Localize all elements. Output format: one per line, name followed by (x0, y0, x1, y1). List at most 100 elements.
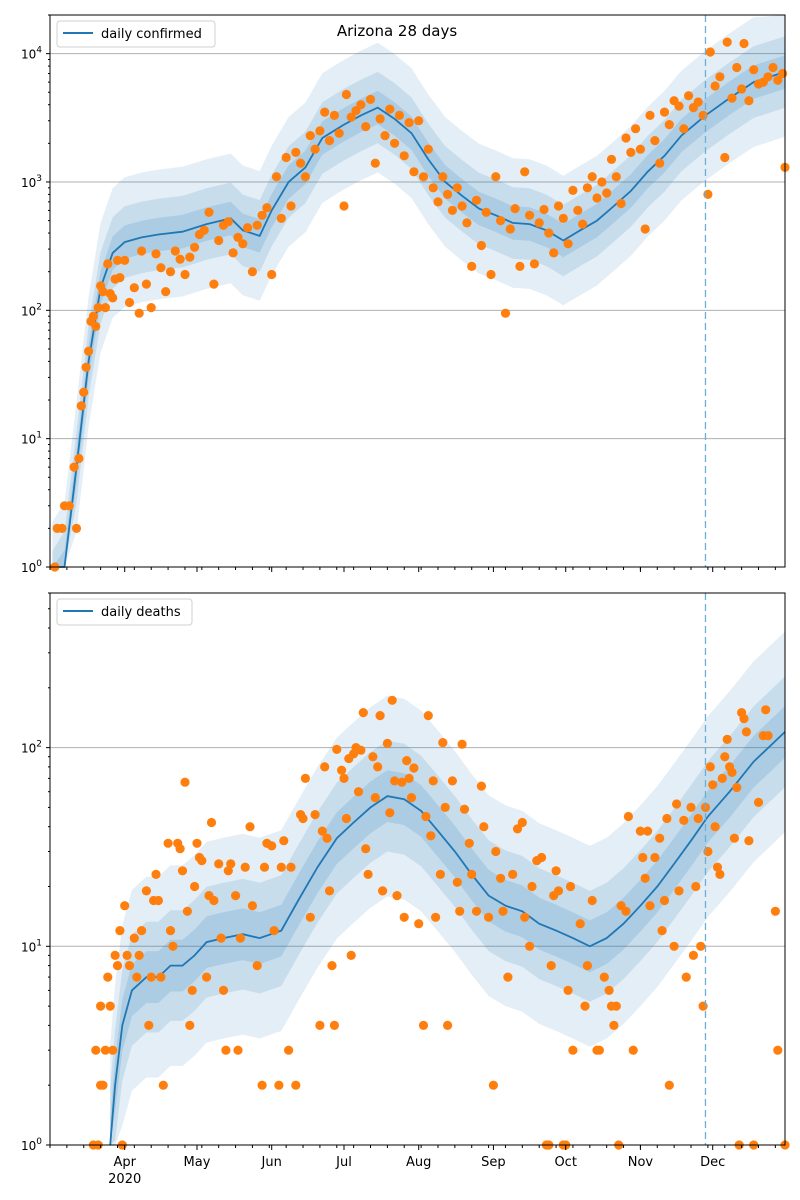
observed-point (370, 793, 380, 803)
observed-point (192, 838, 202, 848)
observed-point (329, 1020, 339, 1030)
observed-point (365, 94, 376, 104)
observed-point (520, 167, 530, 177)
observed-point (247, 901, 257, 911)
observed-point (696, 941, 706, 951)
observed-point (729, 833, 740, 843)
observed-point (606, 154, 617, 164)
observed-point (390, 138, 400, 148)
observed-point (467, 261, 477, 271)
observed-point (129, 283, 139, 293)
observed-point (418, 172, 429, 182)
observed-point (337, 765, 347, 775)
observed-point (310, 810, 320, 820)
observed-point (500, 308, 511, 318)
observed-point (510, 204, 520, 214)
observed-point (640, 224, 650, 234)
observed-point (672, 799, 682, 809)
observed-point (156, 972, 166, 982)
observed-point (563, 239, 573, 249)
observed-point (259, 862, 270, 872)
deaths-x-ticks: Apr 2020 May Jun Jul Aug Sep Oct Nov Dec (49, 1145, 776, 1187)
confirmed-x-ticks (49, 567, 776, 572)
deaths-model-line (109, 731, 786, 1146)
figure-title: Arizona 28 days (337, 22, 458, 40)
observed-point (146, 303, 156, 313)
observed-point (329, 110, 339, 120)
observed-point (190, 881, 200, 892)
observed-point (124, 297, 135, 308)
observed-point (546, 961, 556, 971)
observed-point (471, 195, 482, 205)
observed-point (573, 205, 583, 215)
observed-point (720, 752, 730, 762)
observed-point (315, 1020, 325, 1030)
observed-point (353, 787, 364, 797)
observed-point (421, 811, 431, 822)
observed-point (165, 926, 176, 936)
observed-point (231, 891, 241, 901)
observed-point (464, 838, 474, 848)
observed-point (563, 985, 573, 996)
observed-point (332, 744, 342, 755)
observed-point (64, 501, 74, 511)
observed-point (527, 881, 537, 892)
observed-point (587, 172, 597, 182)
observed-point (640, 873, 650, 883)
observed-point (650, 852, 660, 863)
observed-point (471, 906, 482, 916)
observed-point (732, 782, 742, 793)
confirmed-legend-box (56, 20, 216, 48)
observed-point (761, 705, 771, 715)
observed-point (134, 950, 144, 961)
observed-point (753, 797, 764, 808)
uncertainty-band (110, 631, 785, 1145)
observed-point (693, 97, 703, 107)
observed-point (476, 781, 486, 791)
observed-point (120, 901, 130, 911)
observed-point (305, 131, 315, 141)
observed-point (703, 189, 713, 199)
observed-point (669, 941, 679, 951)
observed-point (496, 873, 506, 883)
uncertainty-band (110, 706, 785, 1145)
observed-point (257, 1080, 267, 1090)
observed-point (739, 714, 749, 724)
observed-point (69, 462, 79, 472)
observed-point (409, 167, 419, 177)
observed-point (105, 1001, 115, 1011)
x-tick-sublabel: 2020 (108, 1172, 141, 1187)
observed-point (452, 183, 462, 193)
observed-point (120, 255, 130, 265)
observed-point (722, 734, 732, 745)
observed-point (534, 218, 544, 228)
observed-point (679, 815, 689, 826)
observed-point (100, 303, 110, 313)
observed-point (74, 453, 84, 464)
observed-point (611, 1001, 621, 1011)
observed-point (578, 219, 588, 229)
confirmed-legend: daily confirmed (56, 20, 216, 48)
observed-point (650, 136, 660, 146)
observed-point (197, 856, 207, 866)
observed-point (206, 817, 217, 828)
observed-point (327, 961, 337, 971)
x-tick-label: May (184, 1155, 211, 1170)
observed-point (291, 147, 301, 157)
observed-point (214, 859, 224, 869)
observed-point (185, 1020, 195, 1030)
observed-point (84, 346, 94, 356)
deaths-legend-label: daily deaths (101, 605, 181, 620)
observed-point (438, 172, 448, 182)
observed-point (655, 833, 665, 843)
observed-point (390, 776, 400, 786)
observed-point (443, 189, 453, 199)
deaths-uncertainty-bands (110, 631, 785, 1145)
observed-point (137, 246, 147, 256)
observed-point (141, 279, 151, 289)
observed-point (770, 906, 781, 916)
confirmed-axes-frame (49, 14, 786, 568)
observed-point (423, 711, 433, 721)
observed-point (744, 96, 754, 106)
